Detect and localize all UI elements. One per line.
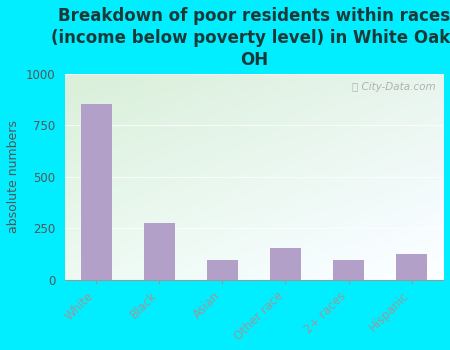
Bar	[270, 248, 301, 280]
Title: Breakdown of poor residents within races
(income below poverty level) in White O: Breakdown of poor residents within races…	[51, 7, 450, 69]
Bar	[207, 260, 238, 280]
Y-axis label: absolute numbers: absolute numbers	[7, 120, 20, 233]
Bar	[144, 223, 175, 280]
Text: Ⓢ City-Data.com: Ⓢ City-Data.com	[352, 82, 436, 92]
Bar	[396, 254, 428, 280]
Bar	[333, 260, 364, 280]
Bar	[81, 104, 112, 280]
